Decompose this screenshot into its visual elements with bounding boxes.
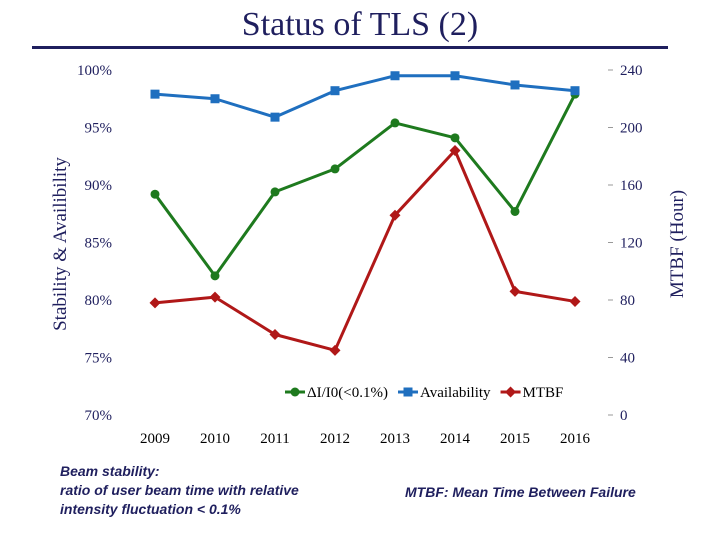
legend-marker [403,387,413,397]
data-point-i-i0-0-1 [330,164,340,174]
data-point-mtbf [149,297,161,309]
data-point-i-i0-0-1 [450,133,460,143]
data-point-availability [270,112,280,122]
beam-note-line-2: ratio of user beam time with relative [60,482,299,498]
data-point-mtbf [209,291,221,303]
data-point-availability [570,86,580,96]
data-point-availability [450,71,460,81]
x-axis-tick-label: 2015 [500,431,530,447]
x-axis-tick-label: 2016 [560,431,591,447]
legend-label: Availability [420,385,491,401]
beam-note-line-1: Beam stability: [60,463,160,479]
right-axis-title: MTBF (Hour) [667,190,688,298]
data-point-mtbf [569,295,581,307]
right-axis-tick-label: 160 [620,178,643,194]
beam-note-line-3: intensity fluctuation < 0.1% [60,501,241,517]
data-point-i-i0-0-1 [210,271,220,281]
right-axis-tick-label: 0 [620,408,628,424]
data-point-availability [330,86,340,96]
data-point-mtbf [329,344,341,356]
data-point-availability [510,80,520,90]
left-axis-title: Stability & Availibility [50,157,71,331]
slide-title: Status of TLS (2) [241,6,479,43]
x-axis-tick-label: 2010 [200,431,230,447]
legend-marker [505,386,517,398]
data-point-mtbf [389,209,401,221]
right-axis-tick-label: 200 [620,121,643,137]
x-axis-tick-label: 2009 [140,431,170,447]
data-point-i-i0-0-1 [270,187,280,197]
data-point-mtbf [509,285,521,297]
series-line-availability [154,74,576,119]
right-axis-tick-label: 80 [620,293,635,309]
x-axis-tick-label: 2011 [260,431,289,447]
x-axis-tick-label: 2013 [380,431,410,447]
left-axis-tick-label: 75% [85,351,113,367]
data-point-availability [150,89,160,99]
legend-label: MTBF [523,385,564,401]
data-point-i-i0-0-1 [150,189,160,199]
left-axis-tick-label: 90% [85,178,113,194]
title-underline [32,46,668,49]
right-axis-tick-label: 120 [620,236,643,252]
legend-marker [290,387,300,397]
left-axis-tick-label: 70% [85,408,113,424]
data-point-availability [390,71,400,81]
right-axis-tick-label: 240 [620,63,643,79]
left-axis-tick-label: 95% [85,121,113,137]
beam-stability-note: Beam stability: ratio of user beam time … [60,462,350,519]
left-axis-tick-label: 100% [77,63,112,79]
mtbf-note: MTBF: Mean Time Between Failure [405,484,636,500]
left-axis-tick-label: 85% [85,236,113,252]
x-axis-tick-label: 2012 [320,431,350,447]
data-point-mtbf [269,329,281,340]
data-point-i-i0-0-1 [510,206,520,216]
series-line-i-i0-0-1 [153,93,577,278]
data-point-mtbf [449,145,461,156]
left-axis-tick-label: 80% [85,293,113,309]
series-line-mtbf [154,149,576,352]
right-axis-tick-label: 40 [620,351,635,367]
data-point-availability [210,94,220,104]
data-point-i-i0-0-1 [390,118,400,128]
x-axis-tick-label: 2014 [440,431,471,447]
legend-label: ΔI/I0(<0.1%) [307,385,388,401]
